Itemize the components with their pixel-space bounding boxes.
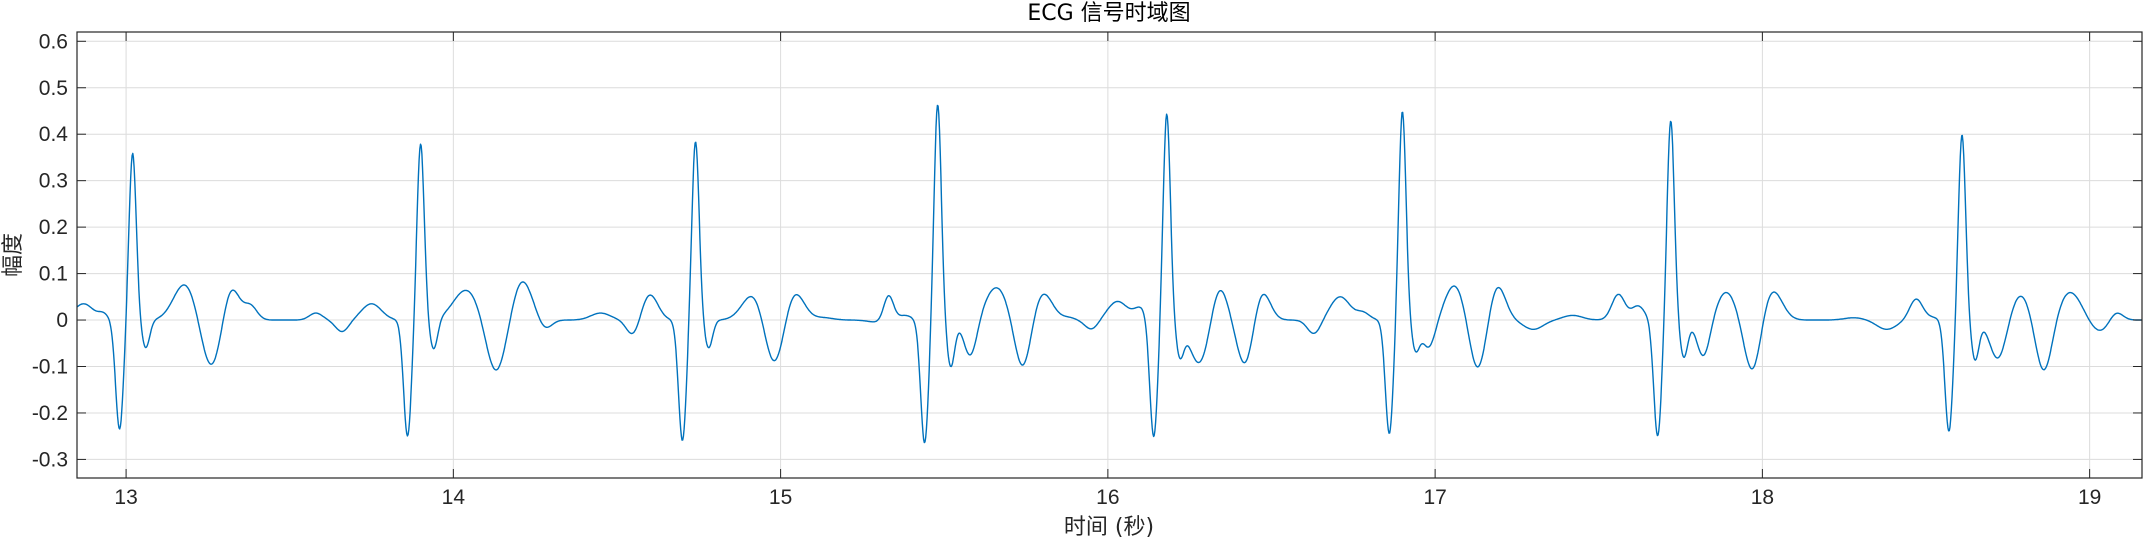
plot-border <box>76 31 2143 479</box>
x-tick-label: 18 <box>1751 486 1774 509</box>
x-tick-label: 15 <box>769 486 792 509</box>
y-tick-label: 0 <box>56 309 68 332</box>
y-tick-label: 0.1 <box>39 263 68 286</box>
y-tick-label: 0.5 <box>39 77 68 100</box>
series-group <box>76 104 2142 444</box>
x-tick-label: 17 <box>1423 486 1446 509</box>
ecg-series-line <box>76 104 2142 444</box>
y-tick-label: -0.1 <box>32 356 68 379</box>
grid-lines <box>77 32 2142 478</box>
x-axis-title: 时间 (秒) <box>1064 515 1154 540</box>
chart-title: ECG 信号时域图 <box>1027 1 1190 26</box>
x-tick-label: 13 <box>114 486 137 509</box>
y-tick-label: 0.6 <box>39 30 68 53</box>
x-tick-label: 19 <box>2078 486 2101 509</box>
y-tick-labels: -0.3 -0.2 -0.1 0 0.1 0.2 0.3 0.4 0.5 0.6 <box>32 30 68 471</box>
plot-area <box>77 32 2142 478</box>
y-tick-label: 0.2 <box>39 216 68 239</box>
y-axis-title: 幅度 <box>1 233 26 277</box>
x-tick-label: 16 <box>1096 486 1119 509</box>
x-tick-label: 14 <box>442 486 466 509</box>
y-tick-label: 0.4 <box>39 123 69 146</box>
tick-marks <box>77 32 2142 478</box>
y-tick-label: -0.2 <box>32 402 68 425</box>
y-tick-label: 0.3 <box>39 170 68 193</box>
y-tick-label: -0.3 <box>32 448 68 471</box>
x-tick-labels: 13 14 15 16 17 18 19 <box>114 486 2101 509</box>
